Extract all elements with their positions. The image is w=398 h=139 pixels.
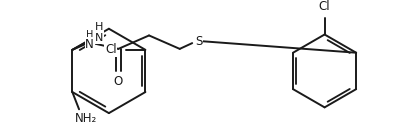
Text: H: H bbox=[86, 30, 93, 40]
Text: Cl: Cl bbox=[319, 0, 330, 13]
Text: Cl: Cl bbox=[105, 43, 117, 56]
Text: H
N: H N bbox=[95, 22, 103, 43]
Text: NH₂: NH₂ bbox=[75, 112, 97, 125]
Text: S: S bbox=[195, 35, 203, 48]
Text: N: N bbox=[85, 38, 94, 51]
Text: O: O bbox=[114, 75, 123, 88]
